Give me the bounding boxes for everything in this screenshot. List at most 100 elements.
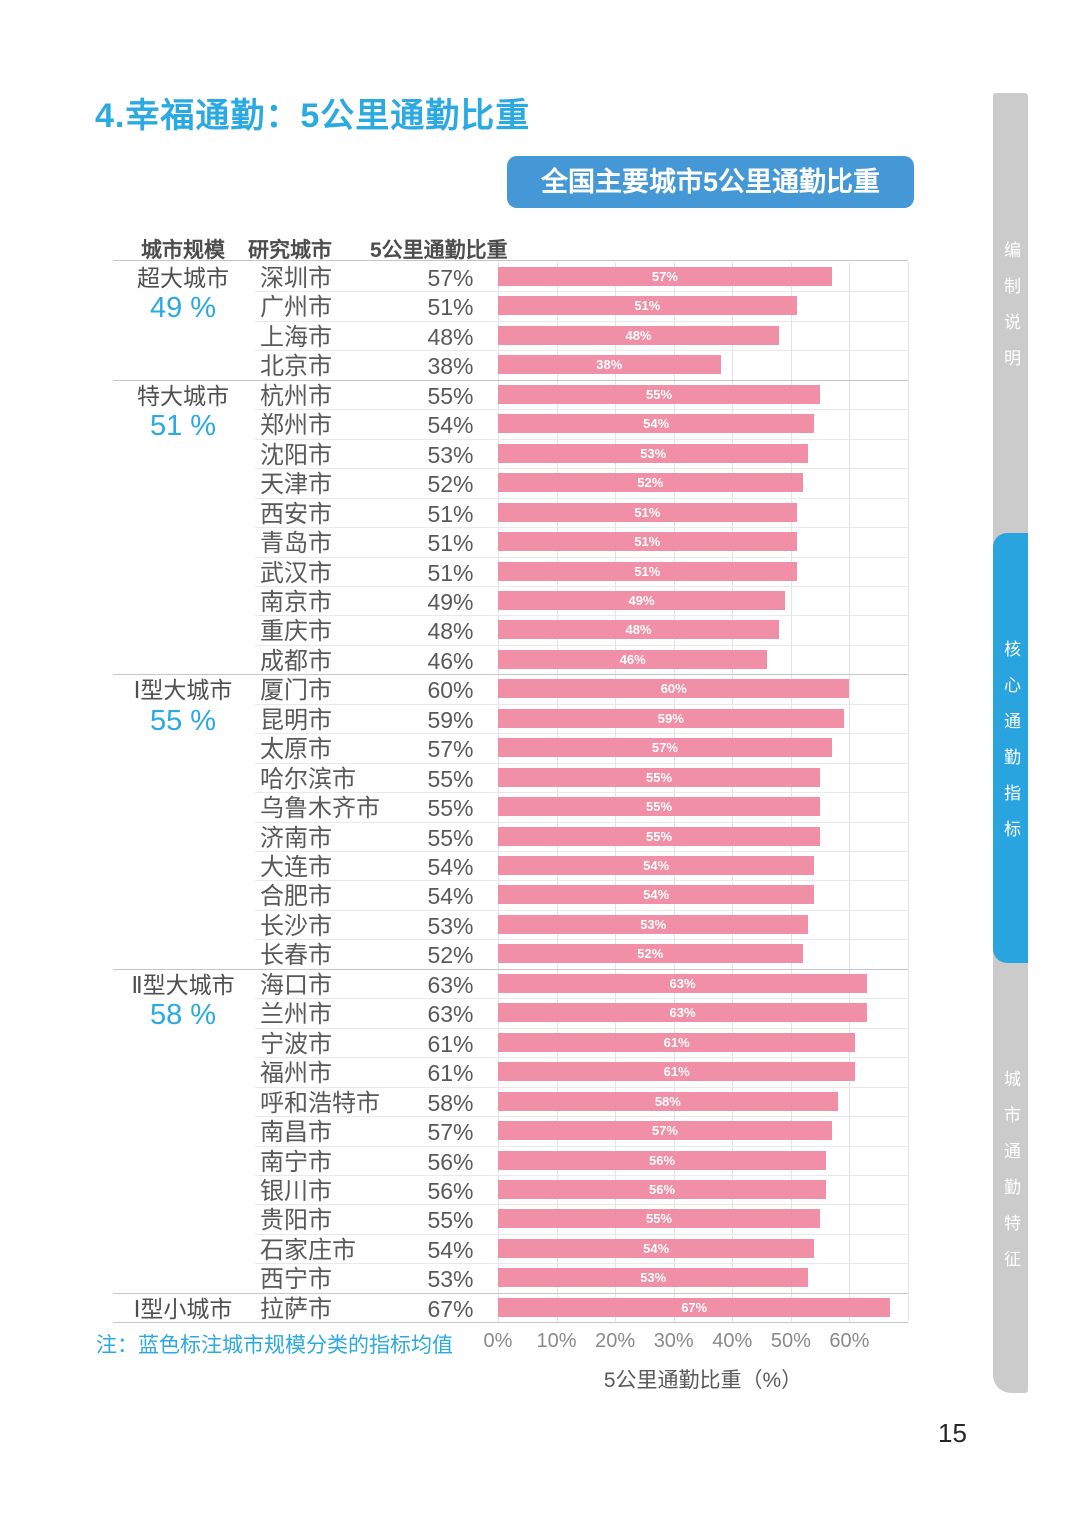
- city-name: 石家庄市: [260, 1236, 356, 1264]
- city-bar: 61%: [498, 1032, 856, 1052]
- city-bar: 60%: [498, 679, 850, 699]
- city-bar: 55%: [498, 384, 821, 404]
- city-value: 48%: [427, 618, 474, 645]
- city-value: 58%: [427, 1089, 474, 1116]
- sidebar-item-compilation-notes[interactable]: 编制说明: [993, 93, 1028, 533]
- bar-value-label: 54%: [643, 1240, 670, 1256]
- x-axis-tick-label: 50%: [770, 1330, 811, 1353]
- city-bar: 56%: [498, 1150, 826, 1170]
- city-value: 63%: [427, 1001, 474, 1028]
- city-bar: 54%: [498, 1238, 815, 1258]
- city-value: 54%: [427, 1236, 474, 1263]
- city-name: 杭州市: [260, 382, 332, 410]
- city-bar: 53%: [498, 443, 809, 463]
- bar-value-label: 59%: [657, 710, 684, 726]
- city-value: 56%: [427, 1177, 474, 1204]
- row-divider: [255, 1263, 908, 1265]
- city-scale-average: 51 %: [149, 410, 217, 443]
- row-divider: [255, 1174, 908, 1176]
- column-header-5km-share: 5公里通勤比重: [370, 239, 508, 262]
- row-divider: [255, 1086, 908, 1088]
- city-name: 重庆市: [260, 618, 332, 646]
- city-value: 54%: [427, 854, 474, 880]
- city-value: 54%: [427, 883, 474, 910]
- bar-value-label: 57%: [651, 1123, 678, 1139]
- city-name: 海口市: [260, 971, 332, 999]
- city-scale-label: Ⅰ型大城市: [133, 677, 233, 704]
- row-divider: [255, 497, 908, 499]
- bar-value-label: 53%: [640, 445, 667, 461]
- city-value: 49%: [427, 588, 474, 615]
- row-divider: [255, 291, 908, 293]
- row-divider: [255, 615, 908, 617]
- row-divider: [255, 1116, 908, 1118]
- city-value: 55%: [427, 824, 474, 851]
- footnote: 注：蓝色标注城市规模分类的指标均值: [96, 1334, 453, 1357]
- city-name: 西宁市: [260, 1266, 332, 1294]
- bar-value-label: 61%: [663, 1064, 690, 1080]
- row-divider: [255, 762, 908, 764]
- city-name: 武汉市: [260, 559, 332, 587]
- x-axis-tick-label: 60%: [829, 1330, 870, 1353]
- city-bar: 51%: [498, 532, 797, 552]
- row-divider: [255, 733, 908, 735]
- city-bar: 51%: [498, 296, 797, 316]
- city-name: 济南市: [260, 824, 332, 852]
- sidebar-item-label: 城市通勤特征: [1001, 1070, 1020, 1286]
- sidebar-item-core-commute-indicators[interactable]: 核心通勤指标: [993, 533, 1028, 963]
- bar-value-label: 55%: [646, 386, 673, 402]
- city-scale-label: Ⅱ型大城市: [131, 971, 235, 998]
- city-value: 38%: [427, 353, 474, 380]
- bar-value-label: 46%: [619, 651, 646, 667]
- city-name: 广州市: [260, 294, 332, 322]
- city-bar: 51%: [498, 561, 797, 581]
- city-name: 银川市: [260, 1177, 332, 1205]
- bar-value-label: 52%: [637, 946, 664, 962]
- x-axis-tick-label: 0%: [483, 1330, 513, 1353]
- bar-value-label: 51%: [634, 298, 661, 314]
- city-name: 乌鲁木齐市: [260, 795, 380, 823]
- city-name: 长春市: [260, 942, 332, 970]
- city-name: 成都市: [260, 647, 332, 675]
- x-axis-tick-label: 30%: [653, 1330, 694, 1353]
- bar-value-label: 55%: [646, 828, 673, 844]
- bar-value-label: 63%: [669, 1005, 696, 1021]
- bar-value-label: 57%: [651, 269, 678, 284]
- group-divider: [113, 674, 908, 676]
- bar-value-label: 54%: [643, 858, 670, 873]
- city-value: 55%: [427, 382, 474, 409]
- city-value: 55%: [427, 795, 474, 822]
- city-value: 59%: [427, 706, 474, 733]
- city-name: 贵阳市: [260, 1207, 332, 1235]
- city-scale-average: 55 %: [149, 704, 217, 737]
- city-name: 合肥市: [260, 883, 332, 911]
- city-value: 51%: [427, 559, 474, 586]
- city-bar: 52%: [498, 944, 803, 964]
- city-name: 拉萨市: [260, 1295, 332, 1323]
- sidebar-item-city-commute-characteristics[interactable]: 城市通勤特征: [993, 963, 1028, 1393]
- city-bar: 61%: [498, 1062, 856, 1082]
- page-title: 4.幸福通勤：5公里通勤比重: [95, 97, 531, 135]
- city-bar: 67%: [498, 1297, 891, 1317]
- group-divider: [113, 1292, 908, 1294]
- city-name: 北京市: [260, 353, 332, 381]
- bar-value-label: 49%: [628, 592, 655, 608]
- x-axis-tick-label: 10%: [536, 1330, 577, 1353]
- city-bar: 54%: [498, 885, 815, 905]
- row-divider: [255, 851, 908, 852]
- bar-value-label: 53%: [640, 1270, 667, 1286]
- group-divider: [113, 968, 908, 970]
- city-value: 57%: [427, 736, 474, 763]
- city-bar: 51%: [498, 502, 797, 522]
- city-value: 61%: [427, 1030, 474, 1057]
- row-divider: [255, 1233, 908, 1235]
- page-number: 15: [938, 1418, 967, 1448]
- city-value: 51%: [427, 500, 474, 527]
- bar-value-label: 51%: [634, 534, 661, 550]
- city-value: 63%: [427, 971, 474, 998]
- city-bar: 49%: [498, 590, 785, 610]
- city-name: 深圳市: [260, 265, 332, 292]
- city-value: 61%: [427, 1060, 474, 1087]
- city-value: 51%: [427, 294, 474, 321]
- city-name: 郑州市: [260, 412, 332, 440]
